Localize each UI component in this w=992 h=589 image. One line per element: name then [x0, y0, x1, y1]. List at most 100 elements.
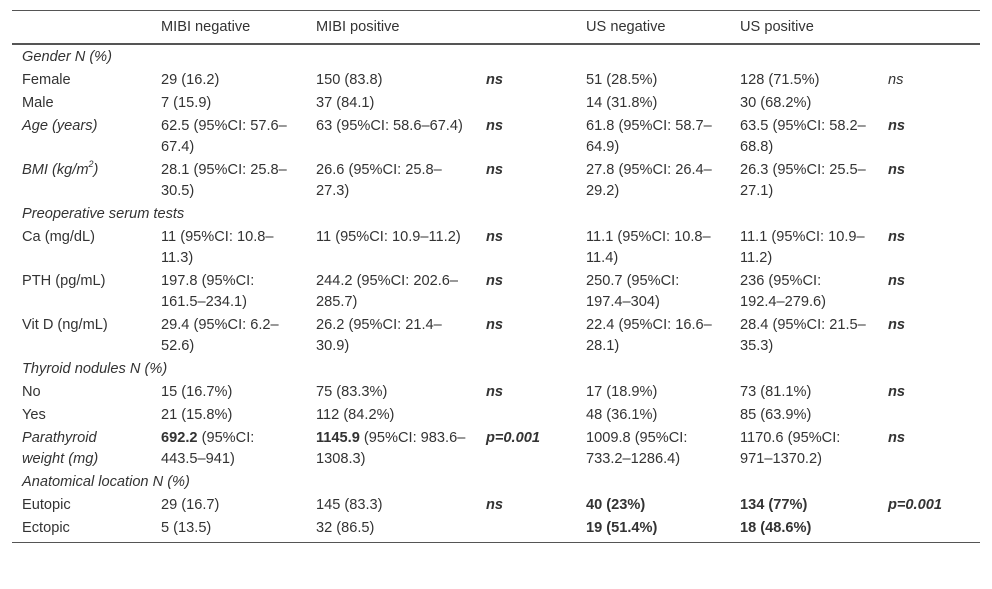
- table-row: Female 29 (16.2) 150 (83.8) ns 51 (28.5%) 128…: [12, 69, 980, 92]
- cell-ci-value: (95%CI: 443.5–941): [161, 430, 255, 467]
- table-cell: ns: [888, 229, 906, 245]
- table-cell: 29 (16.2): [161, 72, 220, 88]
- table-row: BMI (kg/m2) 28.1 (95%CI: 25.8–30.5) 26.6 (…: [12, 159, 980, 203]
- table-cell: ns: [486, 162, 504, 178]
- row-label: Ca (mg/dL): [22, 229, 95, 245]
- table-cell: [878, 92, 980, 115]
- table-cell: 145 (83.3): [316, 497, 383, 513]
- table-cell: 62.5 (95%CI: 57.6–67.4): [161, 118, 287, 155]
- table-cell: ns: [486, 118, 504, 134]
- table-cell: 11 (95%CI: 10.9–11.2): [316, 229, 461, 245]
- table-row: Ca (mg/dL) 11 (95%CI: 10.8–11.3) 11 (95%CI…: [12, 226, 980, 270]
- row-label: Age (years): [22, 118, 98, 134]
- table-cell: 5 (13.5): [151, 517, 306, 543]
- row-label: PTH (pg/mL): [22, 273, 106, 289]
- section-label: Anatomical location N (%): [22, 474, 190, 490]
- table-cell: ns: [888, 317, 906, 333]
- section-label: Thyroid nodules N (%): [22, 361, 168, 377]
- table-cell: 61.8 (95%CI: 58.7–64.9): [586, 118, 712, 155]
- table-row: Vit D (ng/mL) 29.4 (95%CI: 6.2–52.6) 26.2 …: [12, 314, 980, 358]
- table-body: Gender N (%) Female 29 (16.2) 150 (83.8) ns 5…: [12, 44, 980, 543]
- table-cell: ns: [888, 162, 906, 178]
- table-cell: 37 (84.1): [316, 95, 375, 111]
- table-cell: ns: [486, 72, 504, 88]
- row-label: BMI (kg/m2): [22, 159, 99, 178]
- table-row: Age (years) 62.5 (95%CI: 57.6–67.4) 63 (95…: [12, 115, 980, 159]
- table-cell: 11.1 (95%CI: 10.8–11.4): [586, 229, 711, 266]
- header-cell: [476, 10, 576, 45]
- table-cell: 250.7 (95%CI: 197.4–304): [586, 273, 680, 310]
- table-cell: 18 (48.6%): [730, 517, 878, 543]
- row-label: Yes: [22, 407, 46, 423]
- table-cell: 244.2 (95%CI: 202.6–285.7): [316, 273, 458, 310]
- cell-ci-value: (95%CI: 983.6–1308.3): [316, 430, 466, 467]
- table-row: Parathyroid weight (mg) 692.2 (95%CI: 443…: [12, 427, 980, 471]
- table-cell: ns: [486, 317, 504, 333]
- table-cell: ns: [486, 384, 504, 400]
- table-cell: 63 (95%CI: 58.6–67.4): [316, 118, 463, 134]
- table-cell: 27.8 (95%CI: 26.4–29.2): [586, 162, 712, 199]
- table-cell: 236 (95%CI: 192.4–279.6): [740, 273, 827, 310]
- section-label: Preoperative serum tests: [22, 206, 185, 222]
- header-cell-mibi-positive: MIBI positive: [306, 10, 476, 45]
- table-row: No 15 (16.7%) 75 (83.3%) ns 17 (18.9%) 73 (81…: [12, 381, 980, 404]
- table-cell: 26.2 (95%CI: 21.4–30.9): [316, 317, 442, 354]
- table-cell: 19 (51.4%): [576, 517, 730, 543]
- table-cell: 51 (28.5%): [586, 72, 658, 88]
- table-cell: 7 (15.9): [161, 95, 212, 111]
- table-cell: ns: [888, 118, 906, 134]
- table-cell: 1009.8 (95%CI: 733.2–1286.4): [586, 430, 688, 467]
- table-cell: ns: [486, 229, 504, 245]
- table-cell: 1145.9 (95%CI: 983.6–1308.3): [306, 427, 476, 471]
- table-cell: 134 (77%): [740, 497, 808, 513]
- header-cell-us-positive: US positive: [730, 10, 878, 45]
- row-label: Male: [22, 95, 54, 111]
- table-cell: 197.8 (95%CI: 161.5–234.1): [161, 273, 255, 310]
- table-row: Eutopic 29 (16.7) 145 (83.3) ns 40 (23%) 134 …: [12, 494, 980, 517]
- header-cell-us-negative: US negative: [576, 10, 730, 45]
- row-label: Vit D (ng/mL): [22, 317, 108, 333]
- table-cell: [878, 404, 980, 427]
- table-cell: 75 (83.3%): [316, 384, 388, 400]
- table-cell: 11 (95%CI: 10.8–11.3): [161, 229, 274, 266]
- table-cell: 40 (23%): [586, 497, 646, 513]
- table-cell: ns: [888, 72, 904, 88]
- table-section-row: Thyroid nodules N (%): [12, 358, 980, 381]
- table-cell: 32 (86.5): [306, 517, 476, 543]
- table-cell: 29 (16.7): [161, 497, 220, 513]
- results-table-container: MIBI negative MIBI positive US negative …: [12, 10, 980, 543]
- header-cell: [878, 10, 980, 45]
- table-cell: 28.4 (95%CI: 21.5–35.3): [740, 317, 866, 354]
- row-label: Female: [22, 72, 71, 88]
- table-cell: 26.3 (95%CI: 25.5–27.1): [740, 162, 866, 199]
- row-label: No: [22, 384, 41, 400]
- results-table: MIBI negative MIBI positive US negative …: [12, 10, 980, 543]
- table-cell: 128 (71.5%): [740, 72, 820, 88]
- table-cell: 11.1 (95%CI: 10.9–11.2): [740, 229, 865, 266]
- table-section-row: Preoperative serum tests: [12, 203, 980, 226]
- table-cell: 22.4 (95%CI: 16.6–28.1): [586, 317, 712, 354]
- table-header-row: MIBI negative MIBI positive US negative …: [12, 10, 980, 45]
- table-cell: [878, 517, 980, 543]
- cell-bold-value: 692.2: [161, 430, 198, 446]
- table-cell: p=0.001: [486, 430, 540, 446]
- table-cell: 28.1 (95%CI: 25.8–30.5): [161, 162, 287, 199]
- table-row: Male 7 (15.9) 37 (84.1) 14 (31.8%) 30 (68.2%…: [12, 92, 980, 115]
- table-cell: 150 (83.8): [316, 72, 383, 88]
- cell-bold-value: 1145.9: [316, 430, 360, 446]
- table-cell: ns: [486, 497, 504, 513]
- table-cell: ns: [888, 273, 906, 289]
- table-cell: p=0.001: [888, 497, 942, 513]
- table-row: PTH (pg/mL) 197.8 (95%CI: 161.5–234.1) 244…: [12, 270, 980, 314]
- table-cell: 1170.6 (95%CI: 971–1370.2): [740, 430, 841, 467]
- table-cell: 29.4 (95%CI: 6.2–52.6): [161, 317, 279, 354]
- table-cell: 692.2 (95%CI: 443.5–941): [151, 427, 306, 471]
- table-cell: [476, 404, 576, 427]
- table-cell: 48 (36.1%): [586, 407, 658, 423]
- table-cell: 112 (84.2%): [316, 407, 395, 423]
- table-cell: 21 (15.8%): [161, 407, 233, 423]
- table-cell: [476, 517, 576, 543]
- table-cell: ns: [888, 384, 906, 400]
- table-section-row: Anatomical location N (%): [12, 471, 980, 494]
- table-row: Yes 21 (15.8%) 112 (84.2%) 48 (36.1%) 85 (63…: [12, 404, 980, 427]
